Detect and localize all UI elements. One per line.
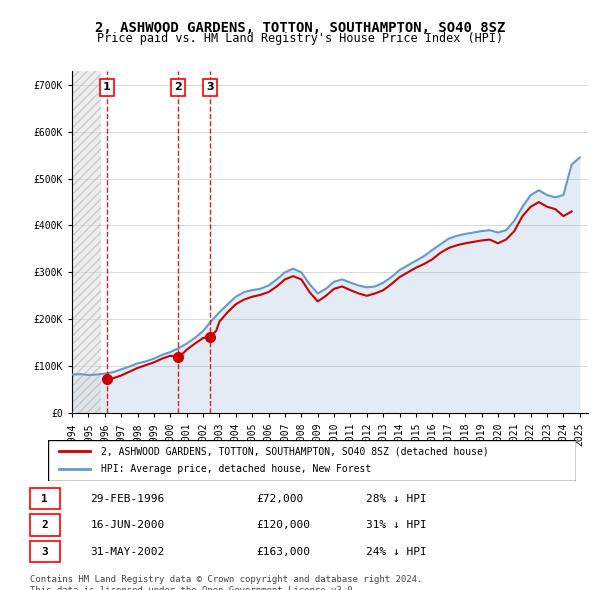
Text: 2, ASHWOOD GARDENS, TOTTON, SOUTHAMPTON, SO40 8SZ (detached house): 2, ASHWOOD GARDENS, TOTTON, SOUTHAMPTON,… [101,446,488,456]
Text: 29-FEB-1996: 29-FEB-1996 [90,494,164,504]
Text: Contains HM Land Registry data © Crown copyright and database right 2024.
This d: Contains HM Land Registry data © Crown c… [30,575,422,590]
Text: 3: 3 [41,546,48,556]
Text: 16-JUN-2000: 16-JUN-2000 [90,520,164,530]
FancyBboxPatch shape [29,541,60,562]
Text: 2, ASHWOOD GARDENS, TOTTON, SOUTHAMPTON, SO40 8SZ: 2, ASHWOOD GARDENS, TOTTON, SOUTHAMPTON,… [95,21,505,35]
Text: 2: 2 [174,82,182,92]
Text: £120,000: £120,000 [256,520,310,530]
FancyBboxPatch shape [29,514,60,536]
Text: £72,000: £72,000 [256,494,303,504]
Text: 24% ↓ HPI: 24% ↓ HPI [366,546,427,556]
Text: 31% ↓ HPI: 31% ↓ HPI [366,520,427,530]
Text: 31-MAY-2002: 31-MAY-2002 [90,546,164,556]
Text: 1: 1 [103,82,110,92]
Text: 1: 1 [41,494,48,504]
Text: 28% ↓ HPI: 28% ↓ HPI [366,494,427,504]
Text: Price paid vs. HM Land Registry's House Price Index (HPI): Price paid vs. HM Land Registry's House … [97,32,503,45]
FancyBboxPatch shape [48,440,576,481]
Text: 2: 2 [41,520,48,530]
Text: 3: 3 [206,82,214,92]
Text: HPI: Average price, detached house, New Forest: HPI: Average price, detached house, New … [101,464,371,474]
Polygon shape [72,71,101,413]
FancyBboxPatch shape [29,488,60,509]
Text: £163,000: £163,000 [256,546,310,556]
